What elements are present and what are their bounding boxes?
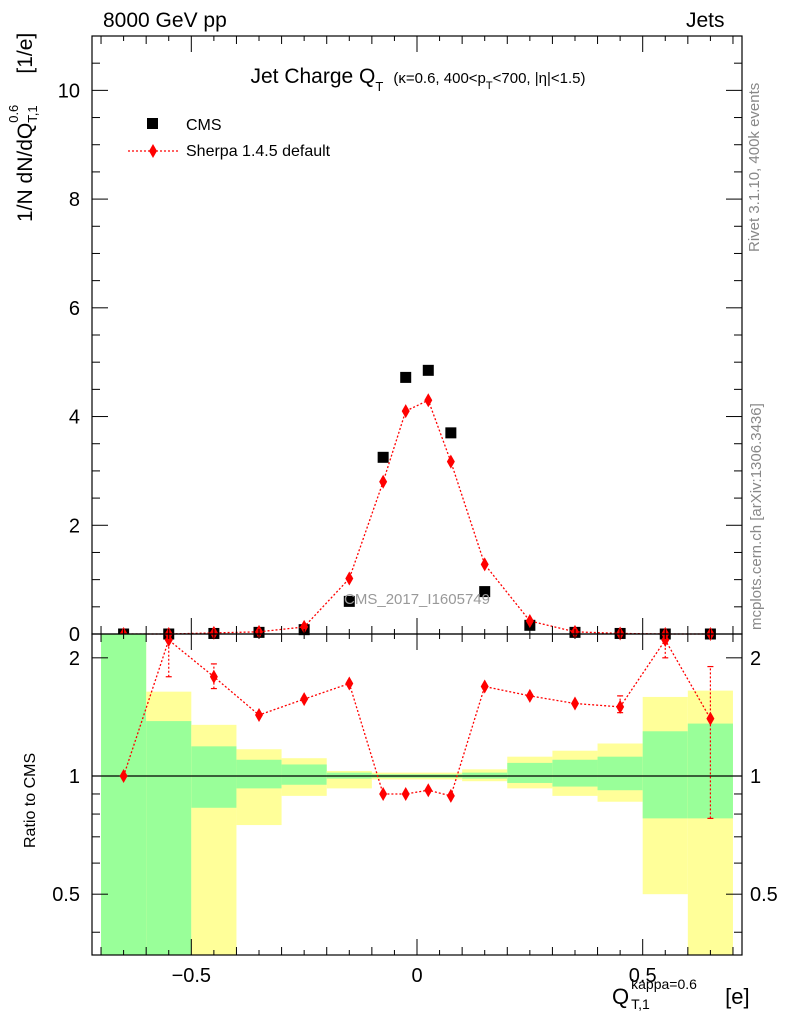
sherpa-ratio-point — [209, 669, 218, 684]
rivet-label: Rivet 3.1.10, 400k events — [746, 82, 763, 252]
ratio-y-tick-label-right: 2 — [750, 648, 761, 670]
ratio-y-tick-label: 1 — [69, 766, 80, 788]
ratio-y-tick-label: 0.5 — [52, 884, 80, 906]
cms-point — [445, 427, 457, 439]
band-inner — [146, 721, 192, 955]
cms-point — [377, 451, 389, 463]
sherpa-ratio-point — [255, 708, 264, 723]
sherpa-ratio-point — [570, 696, 579, 711]
sherpa-ratio-line — [122, 638, 711, 797]
legend: CMS Sherpa 1.4.5 default — [128, 117, 331, 160]
sherpa-ratio-point — [616, 699, 625, 714]
sherpa-point — [424, 393, 433, 408]
sherpa-point — [300, 619, 309, 634]
legend-sherpa-label: Sherpa 1.4.5 default — [186, 143, 331, 160]
sherpa-ratio-point — [379, 786, 388, 801]
cms-point — [479, 586, 491, 598]
sherpa-ratio-point — [446, 788, 455, 803]
sherpa-ratio-point — [424, 783, 433, 798]
sherpa-point — [525, 613, 534, 628]
legend-sherpa-marker — [149, 144, 157, 158]
ratio-y-tick-label: 2 — [69, 648, 80, 670]
y-tick-label: 2 — [69, 515, 80, 537]
header-right: Jets — [686, 9, 725, 32]
ratio-bands — [92, 634, 742, 955]
main-y-axis-label: 1/N dN/dQT,1 0.6 [1/e] — [6, 32, 41, 222]
sherpa-ratio-point — [661, 633, 670, 648]
watermark: CMS_2017_I1605749 — [344, 591, 490, 608]
ratio-y-tick-label-right: 1 — [750, 766, 761, 788]
band-inner — [236, 759, 282, 789]
sherpa-ratio-point — [345, 676, 354, 691]
sherpa-ratio-point — [401, 786, 410, 801]
band-inner — [101, 634, 147, 955]
sherpa-point — [480, 557, 489, 572]
band-inner — [642, 731, 688, 819]
sherpa-ratio-point — [706, 711, 715, 726]
sherpa-ratio-point — [300, 692, 309, 707]
band-inner — [281, 764, 327, 785]
band-inner — [687, 723, 733, 819]
cms-point — [422, 364, 434, 376]
sherpa-ratio-point — [164, 633, 173, 648]
band-inner — [597, 756, 643, 791]
legend-cms-marker — [147, 118, 158, 129]
sherpa-ratio-point — [480, 679, 489, 694]
y-tick-label: 8 — [69, 189, 80, 211]
sherpa-point — [401, 404, 410, 419]
band-inner — [191, 746, 237, 808]
mcplots-label: mcplots.cern.ch [arXiv:1306.3436] — [748, 403, 765, 630]
ratio-y-tick-label-right: 0.5 — [750, 884, 778, 906]
legend-cms-label: CMS — [186, 117, 222, 134]
x-tick-label: 0.5 — [629, 965, 657, 987]
band-inner — [552, 759, 598, 787]
x-tick-label: 0 — [411, 965, 422, 987]
y-tick-label: 6 — [69, 298, 80, 320]
sherpa-ratio-point — [525, 688, 534, 703]
y-tick-label: 4 — [69, 407, 80, 429]
sherpa-point — [446, 454, 455, 469]
ratio-panel — [92, 633, 742, 955]
x-tick-label: −0.5 — [172, 965, 211, 987]
plot-title: Jet Charge QT (κ=0.6, 400<pT<700, |η|<1.5… — [250, 65, 585, 94]
cms-point — [400, 371, 412, 383]
sherpa-point — [345, 571, 354, 586]
cms-point — [343, 595, 355, 607]
band-inner — [507, 762, 553, 783]
sherpa-ratio-point — [119, 769, 128, 784]
header-left: 8000 GeV pp — [103, 9, 227, 32]
sherpa-point — [379, 474, 388, 489]
ratio-sherpa-series — [119, 633, 715, 819]
y-tick-label: 0 — [69, 624, 80, 646]
ratio-y-axis-label: Ratio to CMS — [22, 752, 39, 848]
y-tick-label: 10 — [58, 80, 80, 102]
